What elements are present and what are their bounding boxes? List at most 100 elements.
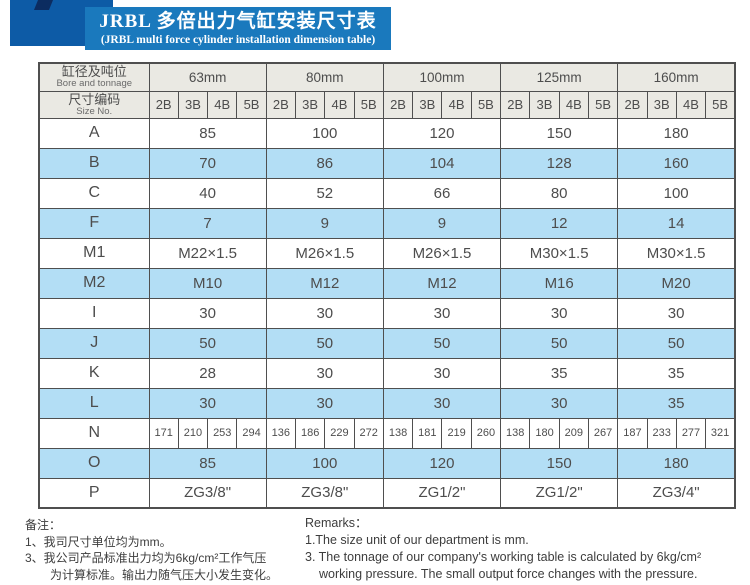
dimension-value: ZG1/2" [382, 477, 502, 509]
dimension-value: ZG3/8" [148, 477, 267, 509]
size-no-header: 4B [207, 90, 238, 119]
bore-header: 63mm [148, 62, 267, 92]
size-no-header: 3B [412, 90, 443, 119]
bore-header: 100mm [382, 62, 502, 92]
dimension-value: 35 [500, 357, 619, 389]
size-no-header: 4B [324, 90, 355, 119]
table-row-C: C 40 52 66 80 100 [38, 177, 736, 209]
dimension-table-grid: 缸径及吨位 Bore and tonnage 63mm 80mm 100mm 125m… [38, 62, 736, 509]
dimension-value: 30 [382, 297, 502, 329]
dimension-value: 120 [382, 447, 502, 479]
dimension-value: 294 [236, 417, 267, 449]
dimension-value: 7 [148, 207, 267, 239]
dimension-value: 9 [265, 207, 384, 239]
dimension-value: 272 [353, 417, 384, 449]
dimension-value: 253 [207, 417, 238, 449]
dimension-value: 30 [382, 357, 502, 389]
dimension-value: ZG3/4" [617, 477, 736, 509]
dimension-value: 171 [148, 417, 179, 449]
dimension-value: 138 [500, 417, 531, 449]
dimension-value: 30 [148, 387, 267, 419]
dimension-value: M12 [265, 267, 384, 299]
dimension-value: 100 [617, 177, 736, 209]
dimension-value: M30×1.5 [617, 237, 736, 269]
dimension-value: 14 [617, 207, 736, 239]
dimension-value: 70 [148, 147, 267, 179]
size-no-header: 4B [558, 90, 589, 119]
size-no-header: 5B [470, 90, 502, 119]
size-no-header: 5B [236, 90, 267, 119]
size-no-header: 3B [529, 90, 560, 119]
notes-en-line1: 1.The size unit of our department is mm. [305, 533, 529, 547]
corner-size-no: 尺寸编码 Size No. [38, 90, 150, 119]
table-row-O: O 85 100 120 150 180 [38, 447, 736, 479]
size-no-header: 2B [382, 90, 414, 119]
table-row-N: N 171 210 253 294 136 186 229 272 138 181 219 260 138… [38, 417, 736, 449]
dimension-value: 50 [500, 327, 619, 359]
dimension-value: 30 [265, 297, 384, 329]
dimension-value: M20 [617, 267, 736, 299]
table-row-M1: M1 M22×1.5 M26×1.5 M26×1.5 M30×1.5 M30×1.5 [38, 237, 736, 269]
dimension-value: 187 [617, 417, 648, 449]
dimension-value: 30 [500, 387, 619, 419]
dimension-value: M16 [500, 267, 619, 299]
dimension-value: 128 [500, 147, 619, 179]
dimension-value: 52 [265, 177, 384, 209]
dimension-value: 233 [646, 417, 677, 449]
row-label: K [38, 357, 150, 389]
dimension-value: M22×1.5 [148, 237, 267, 269]
dimension-value: 66 [382, 177, 502, 209]
dimension-value: 30 [500, 297, 619, 329]
dimension-value: 138 [382, 417, 414, 449]
table-body: A 85 100 120 150 180 B 70 86 104 128 160 C 40 52 66 80 10… [38, 117, 736, 509]
table-row-M2: M2 M10 M12 M12 M16 M20 [38, 267, 736, 299]
dimension-value: M30×1.5 [500, 237, 619, 269]
dimension-value: 30 [617, 297, 736, 329]
dimension-value: 35 [617, 357, 736, 389]
dimension-value: 209 [558, 417, 589, 449]
dimension-value: 150 [500, 117, 619, 149]
row-label: P [38, 477, 150, 509]
row-label: O [38, 447, 150, 479]
dimension-value: 229 [324, 417, 355, 449]
dimension-value: 80 [500, 177, 619, 209]
header-row-bores: 缸径及吨位 Bore and tonnage 63mm 80mm 100mm 125m… [38, 62, 736, 92]
notes-en-heading: Remarks： [305, 516, 368, 530]
notes-english: Remarks： 1.The size unit of our departme… [305, 515, 701, 583]
table-row-J: J 50 50 50 50 50 [38, 327, 736, 359]
table-row-P: P ZG3/8" ZG3/8" ZG1/2" ZG1/2" ZG3/4" [38, 477, 736, 509]
dimension-value: M12 [382, 267, 502, 299]
dimension-value: ZG3/8" [265, 477, 384, 509]
size-no-header: 5B [587, 90, 619, 119]
dimension-value: 50 [265, 327, 384, 359]
table-row-F: F 7 9 9 12 14 [38, 207, 736, 239]
size-no-header: 4B [441, 90, 472, 119]
size-no-header: 2B [617, 90, 648, 119]
dimension-value: 40 [148, 177, 267, 209]
dimension-value: 260 [470, 417, 502, 449]
dimension-value: 50 [382, 327, 502, 359]
notes-zh-line2a: 3、我公司产品标准出力均为6kg/cm²工作气压 [25, 551, 267, 565]
dimension-value: 181 [412, 417, 443, 449]
dimension-value: 86 [265, 147, 384, 179]
bore-header: 160mm [617, 62, 736, 92]
dimension-value: 120 [382, 117, 502, 149]
dimension-table: 缸径及吨位 Bore and tonnage 63mm 80mm 100mm 125m… [38, 62, 736, 509]
notes-chinese: 备注： 1、我司尺寸单位均为mm。 3、我公司产品标准出力均为6kg/cm²工作… [25, 517, 278, 583]
bore-header: 125mm [500, 62, 619, 92]
table-row-L: L 30 30 30 30 35 [38, 387, 736, 419]
dimension-value: 267 [587, 417, 619, 449]
dimension-value: 186 [294, 417, 326, 449]
corner-label-en: Bore and tonnage [56, 78, 133, 90]
notes-en-line2a: 3. The tonnage of our company's working … [305, 550, 702, 564]
size-no-header: 3B [646, 90, 677, 119]
size-no-header: 2B [265, 90, 296, 119]
row-label: M2 [38, 267, 150, 299]
dimension-value: 30 [265, 357, 384, 389]
dimension-value: 219 [441, 417, 472, 449]
dimension-value: 104 [382, 147, 502, 179]
dimension-value: 100 [265, 117, 384, 149]
size-no-header: 3B [177, 90, 209, 119]
dimension-value: 150 [500, 447, 619, 479]
header-row-sizeno: 尺寸编码 Size No. 2B 3B 4B 5B 2B 3B 4B 5B 2B 3B 4B 5B 2B… [38, 90, 736, 119]
